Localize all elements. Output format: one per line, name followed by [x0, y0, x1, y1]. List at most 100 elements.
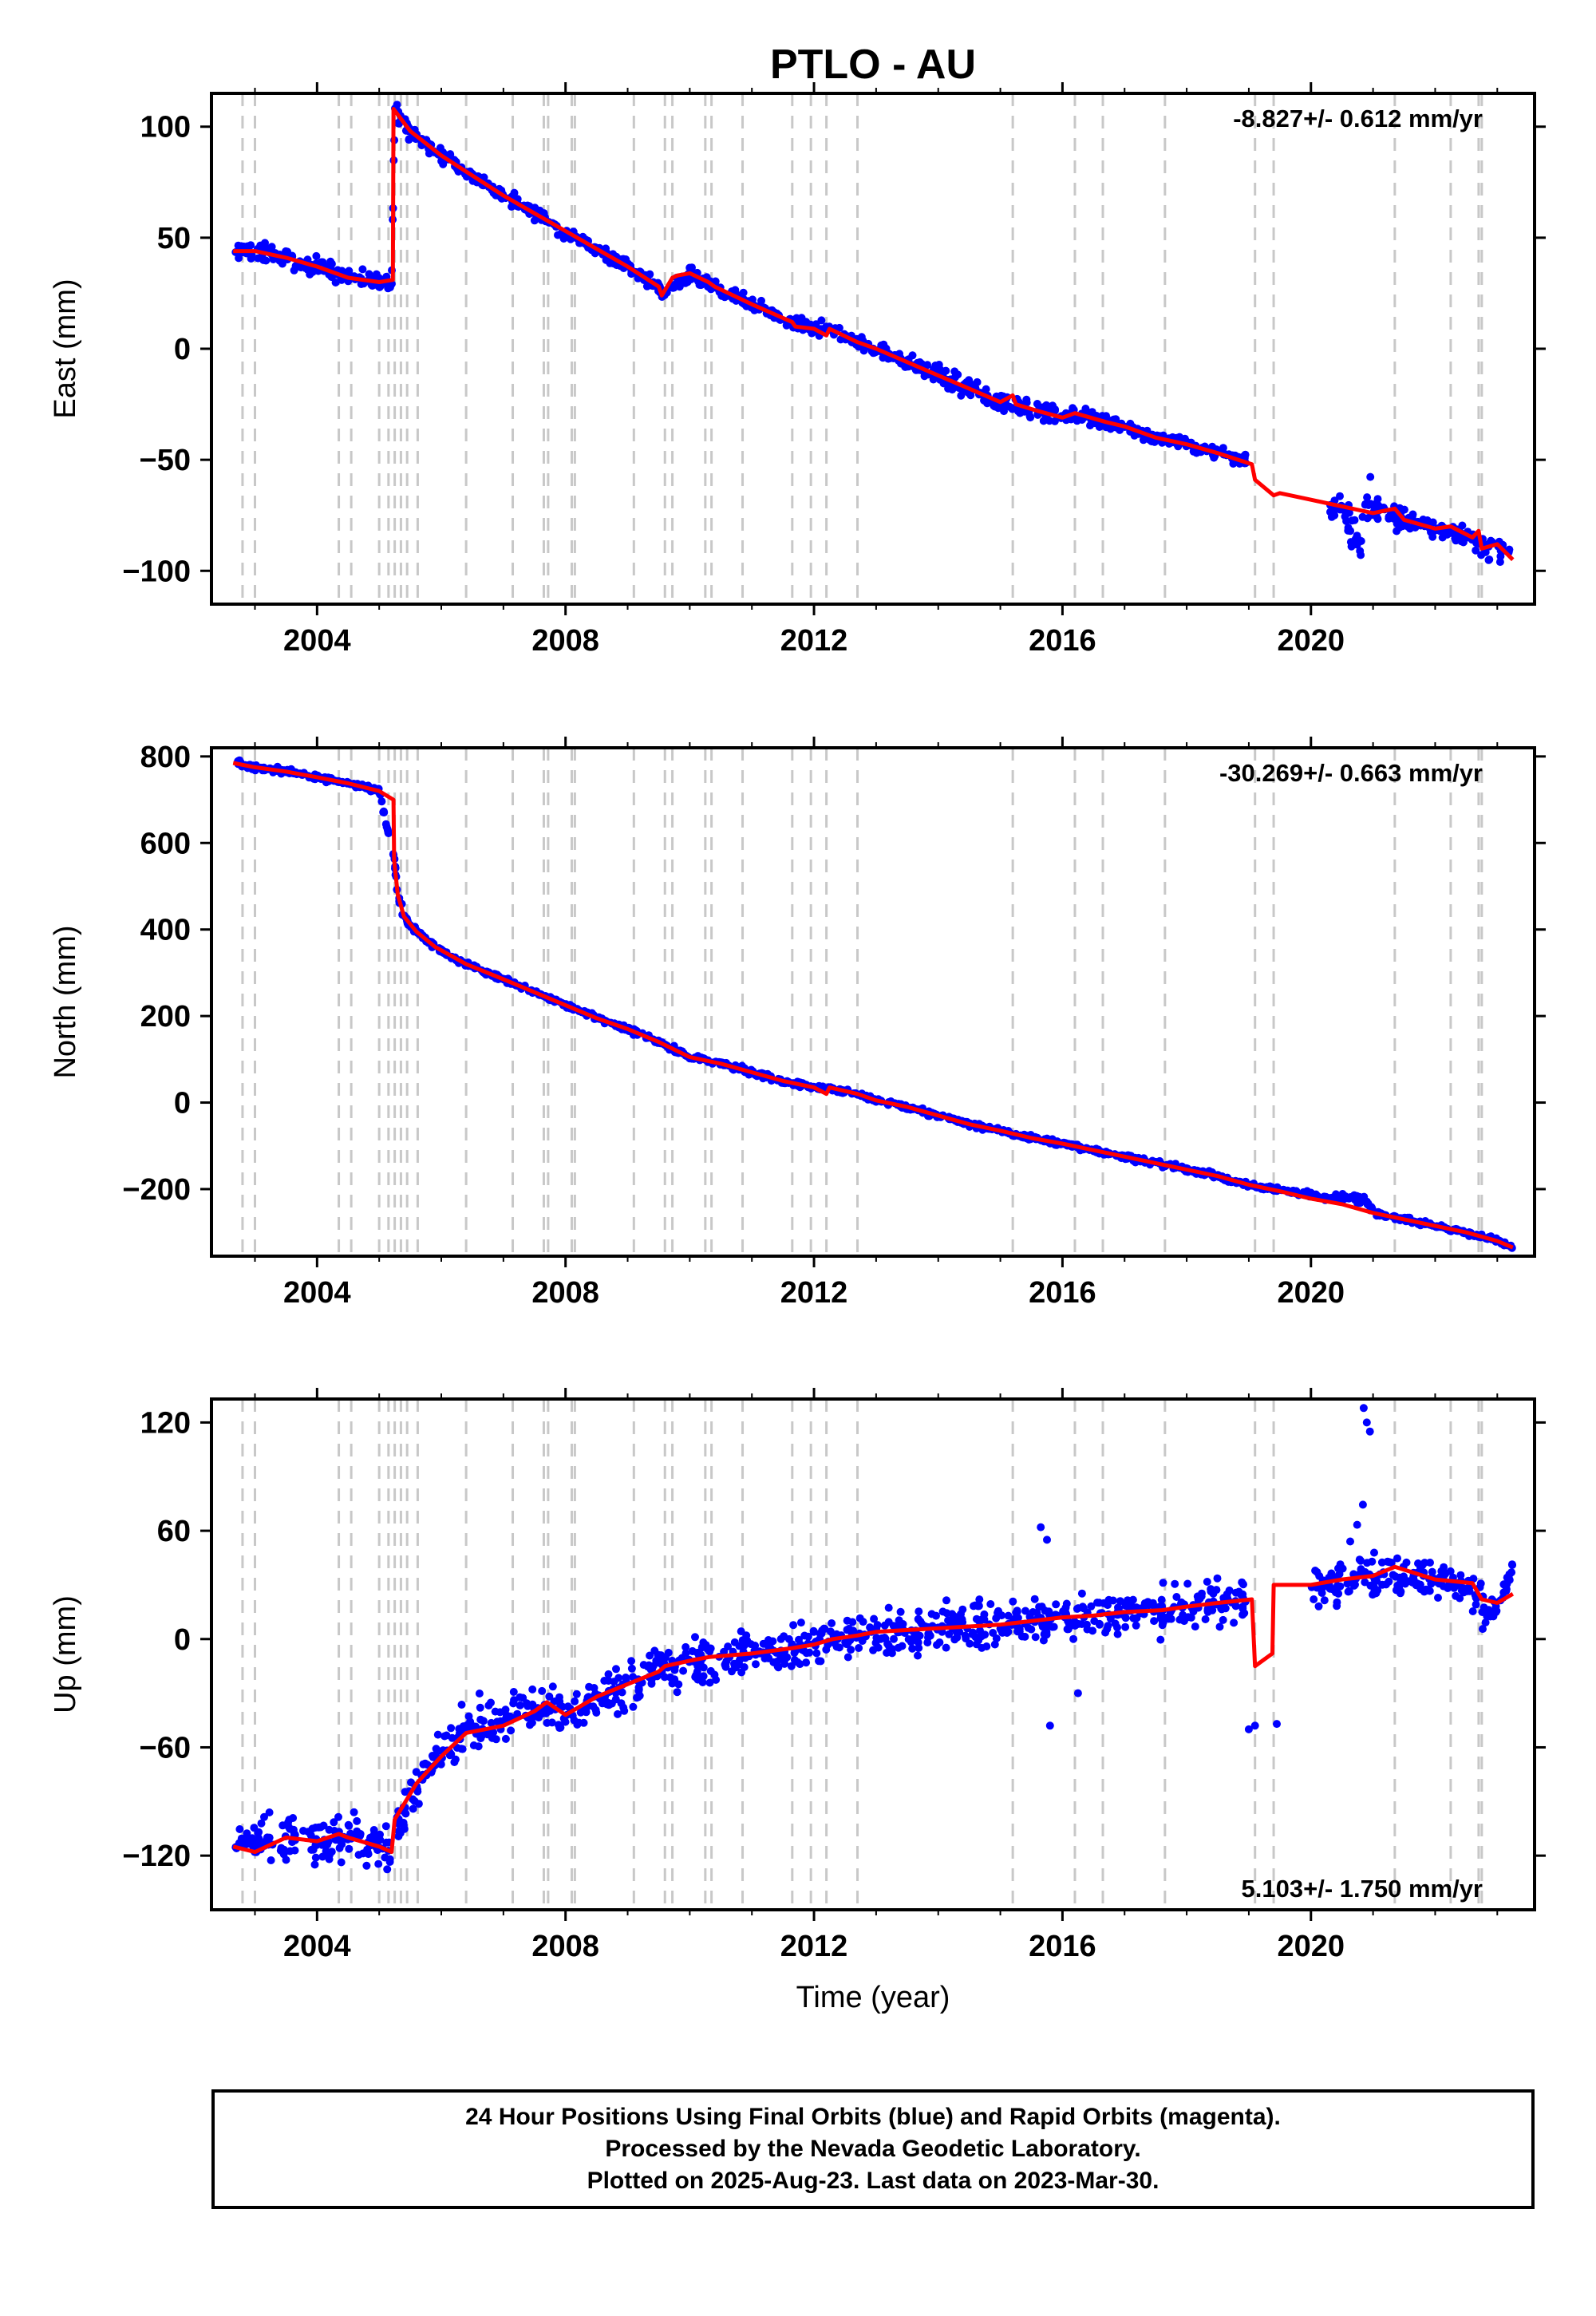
data-point [1073, 1604, 1081, 1613]
data-point [942, 1596, 950, 1605]
data-point [1428, 1567, 1436, 1576]
data-point [721, 1661, 729, 1670]
data-point [1203, 1604, 1212, 1613]
data-point [1219, 1615, 1227, 1624]
data-point [1328, 1193, 1336, 1202]
data-point [510, 188, 519, 197]
plot-area [231, 93, 1515, 604]
data-point [457, 1745, 466, 1753]
data-point [735, 1642, 744, 1650]
data-point [619, 1703, 628, 1712]
data-point [629, 1702, 638, 1711]
plot-frame [210, 746, 1536, 1258]
data-point [866, 1623, 875, 1632]
data-point [1049, 1622, 1058, 1631]
data-point [330, 1818, 338, 1827]
data-point [790, 1656, 799, 1664]
data-point [945, 1630, 954, 1638]
data-point [286, 1847, 294, 1856]
data-point [828, 1619, 836, 1627]
data-point [555, 1721, 564, 1729]
data-point [445, 1751, 454, 1760]
data-point [647, 1679, 656, 1688]
x-tick-label: 2004 [283, 1276, 351, 1310]
data-point [267, 1856, 275, 1864]
data-point [1378, 1580, 1387, 1589]
data-point [1400, 505, 1408, 514]
data-point [817, 1629, 826, 1638]
data-point [285, 1816, 294, 1824]
outlier-point [1043, 1535, 1051, 1544]
data-point [812, 1649, 821, 1658]
data-point [717, 291, 726, 300]
data-point [447, 1724, 456, 1733]
data-point [772, 1658, 781, 1666]
data-point [915, 1644, 923, 1652]
data-point [1191, 1622, 1199, 1631]
data-point [1469, 1575, 1478, 1583]
data-point [646, 1651, 654, 1660]
y-tick-label: 0 [174, 333, 191, 366]
data-point [855, 1644, 863, 1652]
data-point [501, 1734, 510, 1743]
data-point [1489, 1612, 1498, 1621]
data-point [952, 1628, 961, 1637]
footer-line-3: Plotted on 2025-Aug-23. Last data on 202… [587, 2168, 1159, 2194]
data-point [480, 173, 488, 182]
data-point [1357, 551, 1365, 559]
data-point [1049, 401, 1057, 410]
data-point [822, 1646, 831, 1654]
data-point [1013, 1607, 1021, 1616]
data-point [590, 1684, 598, 1692]
data-point [571, 1697, 579, 1705]
data-point [1192, 449, 1201, 457]
y-tick-label: 0 [174, 1087, 191, 1120]
data-point [1021, 1607, 1029, 1615]
data-point [908, 1644, 917, 1653]
data-point [307, 1845, 316, 1854]
data-point [898, 1642, 907, 1650]
data-point [857, 333, 866, 342]
data-point [1239, 452, 1248, 460]
data-point [796, 1618, 805, 1627]
data-point [1210, 453, 1219, 462]
data-point [1189, 1607, 1198, 1616]
outlier-point [1273, 1720, 1281, 1729]
data-point [1239, 1580, 1247, 1589]
plot-frame [210, 1397, 1536, 1911]
y-tick-label: 600 [140, 827, 191, 860]
x-tick-label: 2020 [1278, 624, 1345, 658]
data-point [1077, 1589, 1086, 1598]
data-point [676, 279, 685, 287]
data-point [345, 1821, 354, 1830]
data-point [237, 1834, 246, 1843]
data-point [1009, 1597, 1017, 1606]
data-point [1389, 1571, 1397, 1579]
data-point [1102, 412, 1111, 421]
footer-box: 24 Hour Positions Using Final Orbits (bl… [211, 2089, 1535, 2209]
data-point [1132, 1614, 1141, 1622]
model-line [232, 761, 1514, 1250]
data-point [509, 1688, 518, 1696]
data-point [1103, 1625, 1112, 1634]
data-point [1507, 1560, 1516, 1569]
data-point [870, 1614, 879, 1623]
data-point [1081, 405, 1090, 413]
data-point [916, 1617, 925, 1626]
data-point [679, 1666, 688, 1675]
data-point [1150, 1617, 1159, 1626]
data-point [457, 1701, 466, 1709]
data-point [1201, 1615, 1210, 1623]
data-point [681, 1649, 690, 1658]
plot-area [231, 1399, 1517, 1910]
data-point [787, 1662, 796, 1670]
data-point [1483, 1608, 1491, 1617]
data-point [924, 1630, 933, 1638]
data-point [1063, 1625, 1072, 1634]
data-point [666, 1673, 674, 1682]
data-point [699, 1663, 708, 1672]
data-point [516, 1701, 524, 1709]
data-point [579, 1718, 588, 1727]
data-point [331, 1836, 340, 1844]
